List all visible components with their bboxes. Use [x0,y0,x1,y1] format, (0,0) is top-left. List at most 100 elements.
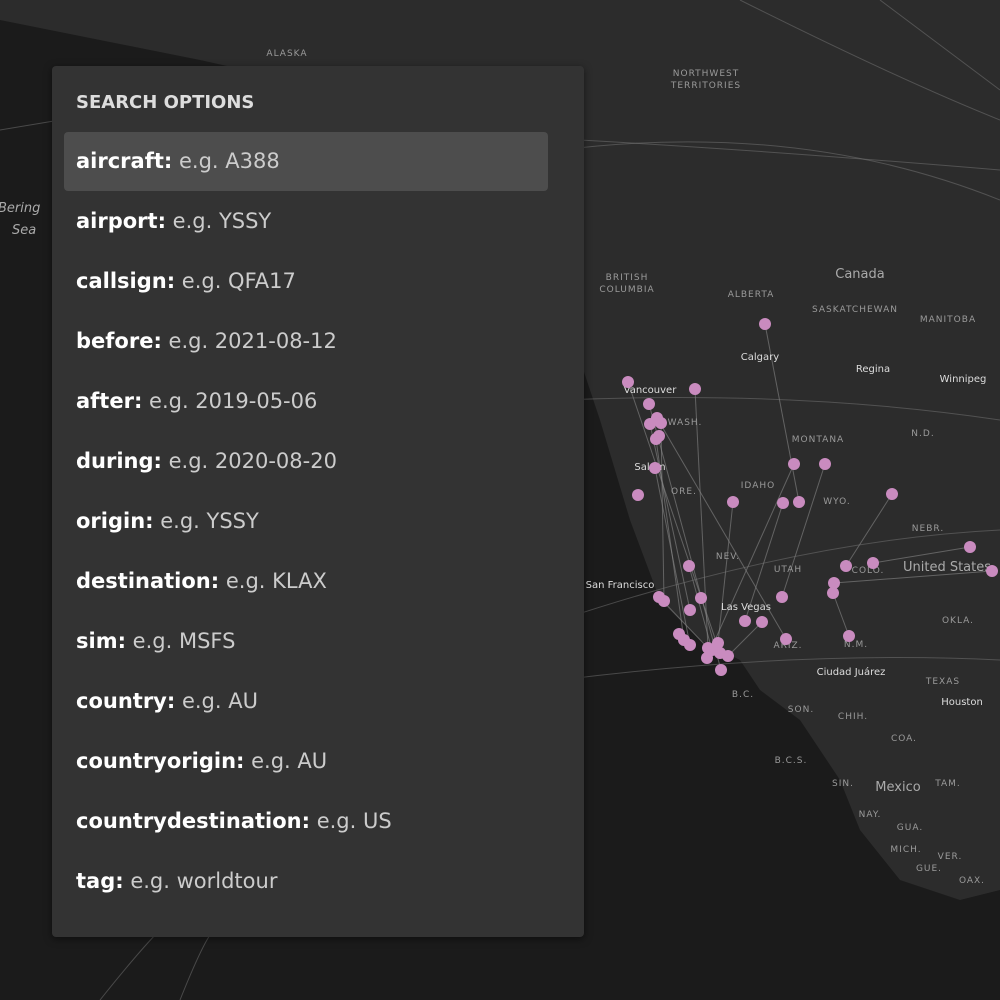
map-label: MICH. [890,845,921,855]
map-label: MONTANA [792,435,844,445]
airport-marker [722,650,734,662]
route [872,546,971,564]
option-key: during: [76,449,162,473]
map-label: Ciudad Juárez [817,666,886,678]
airport-marker [644,418,656,430]
map-label: SIN. [832,779,854,789]
map-label: ALBERTA [728,290,775,300]
option-key: sim: [76,629,126,653]
map-label: Vancouver [624,385,678,396]
search-option[interactable]: countrydestination: e.g. US [64,792,548,851]
route [727,621,763,657]
airport-marker [776,591,788,603]
search-option[interactable]: countryorigin: e.g. AU [64,732,548,791]
option-key: callsign: [76,269,176,293]
airport-marker [649,462,661,474]
option-example: e.g. worldtour [130,869,278,893]
option-example: e.g. AU [251,749,328,773]
option-example: e.g. QFA17 [181,269,296,293]
airport-marker [695,592,707,604]
land [0,0,1000,900]
option-key: tag: [76,869,124,893]
airport-marker [788,458,800,470]
map-label: GUA. [897,823,923,833]
search-option[interactable]: after: e.g. 2019-05-06 [64,372,548,431]
search-option[interactable]: origin: e.g. YSSY [64,492,548,551]
airport-marker [655,417,667,429]
map-label: B.C. [732,690,754,700]
route [579,139,1000,171]
airport-marker [727,496,739,508]
airport-marker [964,541,976,553]
search-option[interactable]: tag: e.g. worldtour [64,852,548,911]
map-label: GUE. [916,864,942,874]
map-label: CHIH. [838,712,868,722]
option-key: destination: [76,569,220,593]
map-label: IDAHO [741,481,775,491]
option-example: e.g. 2021-08-12 [168,329,337,353]
map-label: COA. [891,734,917,744]
map-label: WASH. [668,418,703,428]
option-key: before: [76,329,162,353]
option-example: e.g. MSFS [132,629,236,653]
option-example: e.g. YSSY [172,209,272,233]
map-label: Las Vegas [721,602,771,613]
route [559,397,1000,421]
airport-marker [684,604,696,616]
search-option[interactable]: sim: e.g. MSFS [64,612,548,671]
route [744,502,784,622]
route [832,592,850,637]
search-option[interactable]: aircraft: e.g. A388 [64,132,548,191]
airport-marker [886,488,898,500]
airport-marker [643,398,655,410]
route [764,323,800,503]
map-label: N.D. [911,429,934,439]
route [655,438,685,641]
route [660,422,665,602]
search-option[interactable]: airport: e.g. YSSY [64,192,548,251]
map-label: OAX. [959,876,985,886]
route [879,0,1000,91]
map-label: BRITISH [606,273,649,283]
option-key: aircraft: [76,149,173,173]
map-label: ARIZ. [773,641,802,651]
option-example: e.g. KLAX [225,569,327,593]
map-label: Regina [856,364,890,375]
search-options-menu: SEARCH OPTIONS aircraft: e.g. A388 airpor… [52,66,584,937]
map-label: Bering [0,201,40,216]
map-label: Winnipeg [940,374,987,385]
search-option[interactable]: destination: e.g. KLAX [64,552,548,611]
airport-marker [843,630,855,642]
map-label: N.M. [844,640,868,650]
map-label: TEXAS [925,677,960,687]
option-example: e.g. YSSY [160,509,259,533]
option-key: countrydestination: [76,809,311,833]
airport-marker [780,633,792,645]
search-option[interactable]: during: e.g. 2020-08-20 [64,432,548,491]
airport-marker [986,565,998,577]
option-example: e.g. AU [181,689,258,713]
map-label: ORE. [671,487,697,497]
route [654,467,691,646]
option-key: airport: [76,209,166,233]
map-label: SASKATCHEWAN [812,305,898,315]
route [559,529,1000,621]
search-option[interactable]: before: e.g. 2021-08-12 [64,312,548,371]
airport-marker [828,577,840,589]
map-label: OKLA. [942,616,974,626]
route [694,388,709,649]
map-label: ALASKA [266,49,307,59]
search-option[interactable]: country: e.g. AU [64,672,548,731]
airport-marker [840,560,852,572]
airport-marker [756,616,768,628]
route [739,0,1000,121]
option-example: e.g. US [316,809,392,833]
airport-marker [706,644,718,656]
option-example: e.g. 2020-08-20 [168,449,337,473]
airport-marker [827,587,839,599]
map-label: TAM. [934,779,961,789]
search-option[interactable]: callsign: e.g. QFA17 [64,252,548,311]
option-example: e.g. A388 [178,149,280,173]
map-label: NEV. [716,552,740,562]
airport-marker [715,664,727,676]
